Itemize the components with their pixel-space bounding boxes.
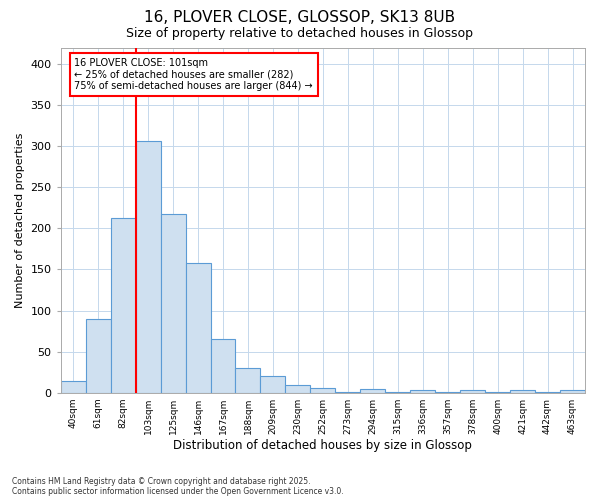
Bar — [310, 388, 335, 392]
Bar — [235, 368, 260, 392]
Bar — [185, 263, 211, 392]
X-axis label: Distribution of detached houses by size in Glossop: Distribution of detached houses by size … — [173, 440, 472, 452]
Bar — [510, 390, 535, 392]
Bar — [86, 318, 110, 392]
Bar — [61, 381, 86, 392]
Text: Size of property relative to detached houses in Glossop: Size of property relative to detached ho… — [127, 28, 473, 40]
Y-axis label: Number of detached properties: Number of detached properties — [15, 132, 25, 308]
Text: Contains public sector information licensed under the Open Government Licence v3: Contains public sector information licen… — [12, 487, 344, 496]
Bar — [211, 340, 235, 392]
Bar — [136, 141, 161, 393]
Bar — [560, 390, 585, 392]
Bar — [161, 214, 185, 392]
Bar — [361, 390, 385, 392]
Text: 16 PLOVER CLOSE: 101sqm
← 25% of detached houses are smaller (282)
75% of semi-d: 16 PLOVER CLOSE: 101sqm ← 25% of detache… — [74, 58, 313, 92]
Bar — [286, 386, 310, 392]
Bar — [410, 390, 435, 392]
Bar — [460, 390, 485, 392]
Text: 16, PLOVER CLOSE, GLOSSOP, SK13 8UB: 16, PLOVER CLOSE, GLOSSOP, SK13 8UB — [145, 10, 455, 25]
Text: Contains HM Land Registry data © Crown copyright and database right 2025.: Contains HM Land Registry data © Crown c… — [12, 477, 311, 486]
Bar — [260, 376, 286, 392]
Bar — [110, 218, 136, 392]
